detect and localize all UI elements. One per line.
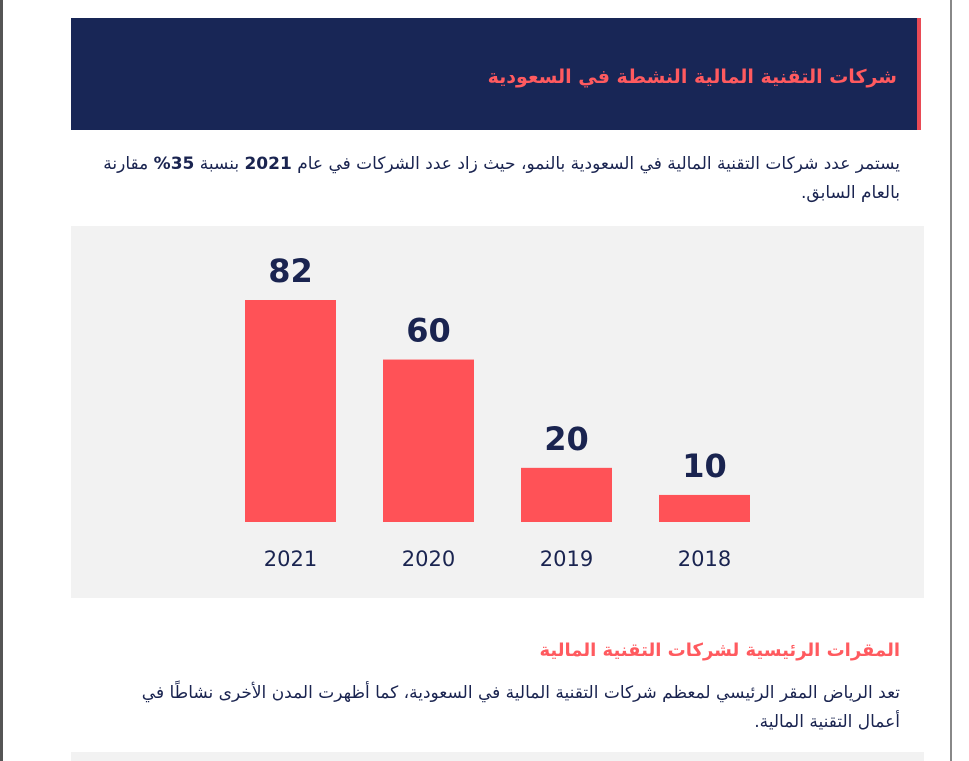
bar-2020 [383,359,474,522]
x-tick-label-2018: 2018 [678,547,731,571]
banner-title: شركات التقنية المالية النشطة في السعودية [487,66,897,88]
bar-2021 [245,300,336,522]
chart-panel: 82 2021 60 2020 20 2019 10 2018 [71,226,924,598]
page-frame-left [0,0,3,761]
value-label-2018: 10 [682,447,727,485]
value-label-2019: 20 [544,420,589,458]
intro-text-3: مقارنة بالعام السابق. [103,154,900,203]
bar-2019 [521,467,612,522]
intro-text-1: يستمر عدد شركات التقنية المالية في السعو… [291,154,900,174]
section-body: تعد الرياض المقر الرئيسي لمعظم شركات الت… [141,683,900,732]
bar-2018 [659,494,750,522]
header-banner: شركات التقنية المالية النشطة في السعودية [71,18,921,130]
value-label-2020: 60 [406,312,451,350]
intro-text-2: بنسبة [194,154,245,174]
x-tick-label-2020: 2020 [402,547,455,571]
intro-year: 2021 [244,154,292,174]
x-tick-label-2021: 2021 [264,547,317,571]
section-title: المقرات الرئيسية لشركات التقنية المالية [539,640,901,661]
next-panel-edge [71,752,924,761]
value-label-2021: 82 [268,252,313,290]
x-tick-label-2019: 2019 [540,547,593,571]
intro-percent: 35% [153,154,195,174]
page-frame-right [950,0,952,761]
intro-paragraph: يستمر عدد شركات التقنية المالية في السعو… [100,150,900,208]
